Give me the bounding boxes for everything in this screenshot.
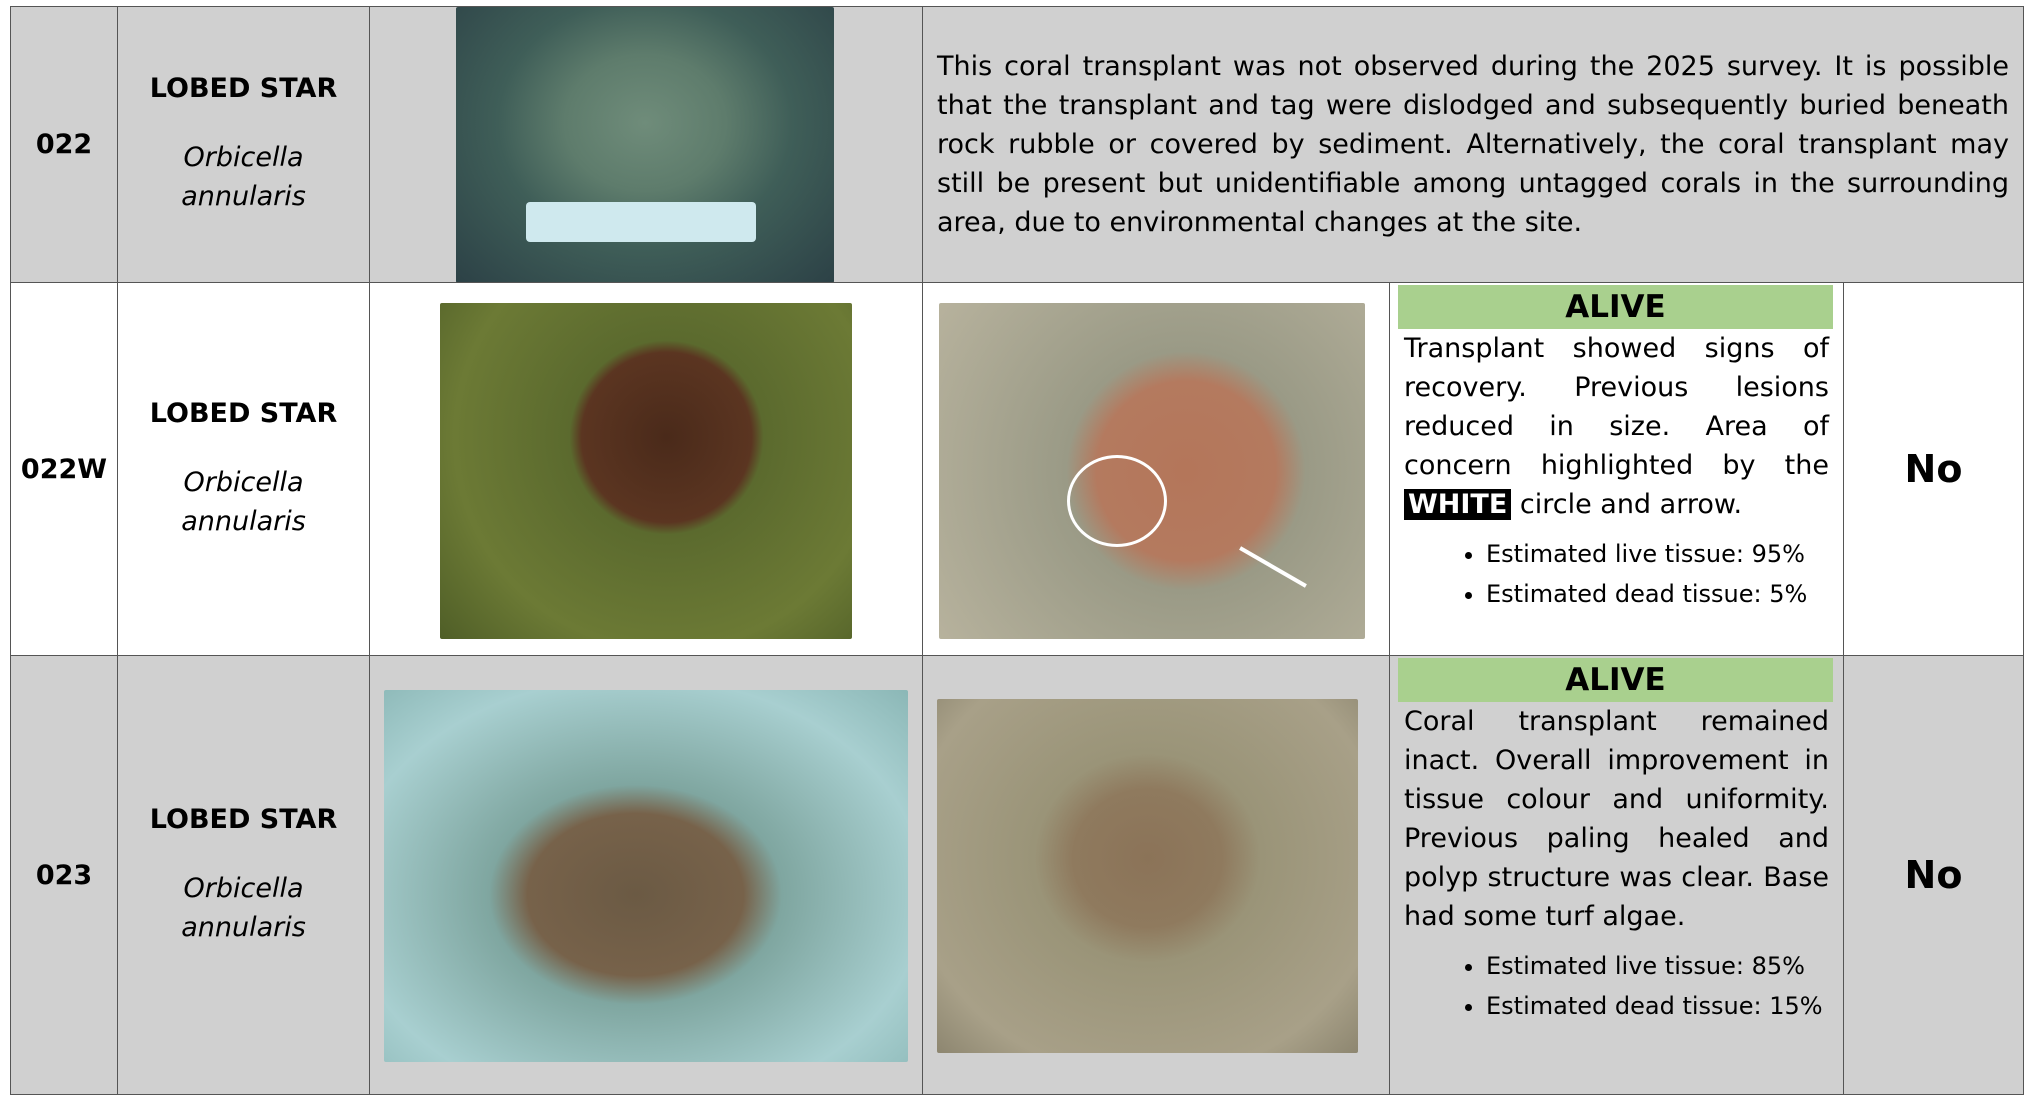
bullet-list: Estimated live tissue: 95%Estimated dead…	[1390, 534, 1843, 614]
photo	[456, 7, 834, 283]
bullet: Estimated dead tissue: 5%	[1486, 574, 1843, 614]
bullet-list: Estimated live tissue: 85%Estimated dead…	[1390, 946, 1843, 1026]
species: LOBED STAR Orbicella annularis	[117, 6, 370, 283]
row-id: 022	[10, 6, 118, 283]
assessment: ALIVE Coral transplant remained inact. O…	[1389, 655, 1844, 1095]
text: circle and arrow.	[1511, 489, 1743, 520]
common-name: LOBED STAR	[149, 73, 338, 104]
scientific-name: Orbicella annularis	[181, 466, 306, 537]
photo	[384, 690, 908, 1062]
highlight: WHITE	[1404, 489, 1512, 520]
row-id: 022W	[10, 282, 118, 656]
photo	[440, 303, 852, 639]
assessment-text: Coral transplant remained inact. Overall…	[1404, 706, 1829, 932]
species: LOBED STAR Orbicella annularis	[117, 282, 370, 656]
description: This coral transplant was not observed d…	[922, 6, 2024, 283]
common-name: LOBED STAR	[149, 803, 338, 835]
photo-cell	[922, 282, 1390, 656]
photo-cell	[369, 6, 923, 283]
bullet: Estimated live tissue: 95%	[1486, 534, 1843, 574]
status: ALIVE	[1398, 658, 1833, 702]
answer: No	[1843, 655, 2024, 1095]
answer: No	[1843, 282, 2024, 656]
species: LOBED STAR Orbicella annularis	[117, 655, 370, 1095]
bullet: Estimated dead tissue: 15%	[1486, 986, 1843, 1026]
photo-detail	[526, 202, 756, 242]
common-name: LOBED STAR	[149, 397, 338, 429]
photo-cell	[369, 282, 923, 656]
photo-cell	[922, 655, 1390, 1095]
photo	[939, 303, 1365, 639]
status: ALIVE	[1398, 285, 1833, 329]
arrow-annotation	[1239, 546, 1307, 588]
assessment: ALIVE Transplant showed signs of recover…	[1389, 282, 1844, 656]
bullet: Estimated live tissue: 85%	[1486, 946, 1843, 986]
row-id: 023	[10, 655, 118, 1095]
scientific-name: Orbicella annularis	[181, 142, 306, 212]
photo-cell	[369, 655, 923, 1095]
scientific-name: Orbicella annularis	[181, 872, 306, 943]
assessment-text: Transplant showed signs of recovery. Pre…	[1390, 329, 1843, 524]
photo	[937, 699, 1358, 1053]
circle-annotation	[1067, 455, 1167, 547]
text: Transplant showed signs of recovery. Pre…	[1404, 333, 1829, 481]
